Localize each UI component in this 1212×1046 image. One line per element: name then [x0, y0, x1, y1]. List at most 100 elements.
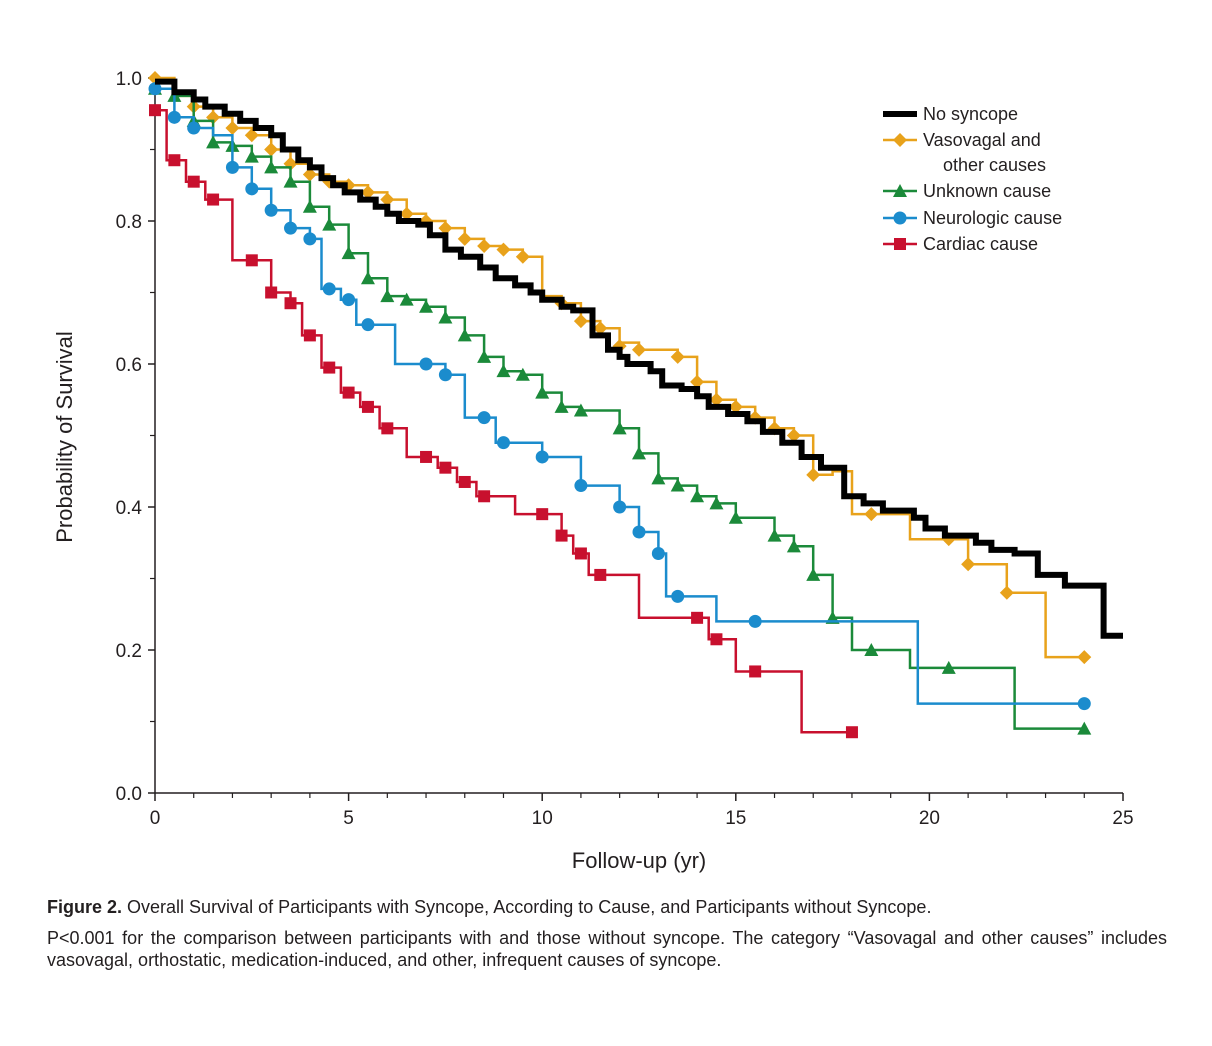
marker-unknown-cause: [399, 292, 414, 306]
legend-marker-neurologic-cause: [893, 211, 907, 225]
marker-cardiac-cause: [187, 175, 200, 188]
marker-neurologic-cause: [225, 160, 239, 174]
marker-cardiac-cause: [845, 726, 858, 739]
marker-neurologic-cause: [322, 282, 336, 296]
caption-note: P<0.001 for the comparison between parti…: [47, 928, 1167, 970]
marker-vasovagal-and-other-causes: [999, 585, 1014, 600]
marker-cardiac-cause: [594, 568, 607, 581]
legend-label: Neurologic cause: [923, 208, 1062, 228]
marker-vasovagal-and-other-causes: [496, 242, 511, 257]
marker-neurologic-cause: [671, 589, 685, 603]
marker-unknown-cause: [302, 199, 317, 213]
marker-unknown-cause: [806, 567, 821, 581]
line-neurologic-cause: [155, 87, 1085, 705]
marker-unknown-cause: [360, 271, 375, 285]
marker-cardiac-cause: [245, 254, 258, 267]
marker-unknown-cause: [264, 160, 279, 174]
marker-vasovagal-and-other-causes: [786, 428, 801, 443]
marker-unknown-cause: [864, 643, 879, 656]
marker-cardiac-cause: [207, 193, 220, 206]
marker-unknown-cause: [573, 403, 588, 417]
marker-neurologic-cause: [748, 614, 762, 628]
marker-neurologic-cause: [303, 232, 317, 246]
line-no-syncope: [155, 78, 1123, 639]
marker-neurologic-cause: [148, 82, 162, 96]
marker-neurologic-cause: [632, 525, 646, 539]
marker-vasovagal-and-other-causes: [632, 342, 646, 357]
x-tick-label: 10: [532, 808, 553, 829]
marker-unknown-cause: [728, 510, 743, 524]
marker-cardiac-cause: [691, 611, 704, 624]
series-cardiac-cause: [149, 104, 858, 739]
legend-marker-vasovagal-and-other-causes: [893, 133, 907, 147]
marker-vasovagal-and-other-causes: [438, 221, 453, 236]
marker-vasovagal-and-other-causes: [457, 231, 472, 246]
marker-cardiac-cause: [749, 665, 762, 678]
marker-unknown-cause: [206, 135, 221, 149]
marker-vasovagal-and-other-causes: [670, 349, 685, 364]
marker-unknown-cause: [690, 489, 705, 503]
series-no-syncope: [155, 78, 1123, 639]
marker-cardiac-cause: [555, 529, 568, 542]
x-tick-label: 15: [725, 808, 746, 829]
series-neurologic-cause: [148, 82, 1091, 711]
figure-label: Figure 2.: [47, 897, 123, 917]
marker-neurologic-cause: [167, 110, 181, 124]
marker-neurologic-cause: [419, 357, 433, 371]
legend-item-vasovagal-and-other-causes: Vasovagal and other causes: [883, 130, 1046, 175]
y-tick-label: 0.6: [116, 355, 142, 376]
caption-title-paragraph: Figure 2. Overall Survival of Participan…: [47, 896, 1167, 918]
marker-unknown-cause: [341, 246, 356, 260]
marker-vasovagal-and-other-causes: [225, 121, 240, 136]
marker-unknown-cause: [786, 539, 801, 553]
marker-neurologic-cause: [496, 436, 510, 450]
legend-label: Cardiac cause: [923, 234, 1038, 254]
marker-neurologic-cause: [613, 500, 627, 514]
y-tick-label: 0.0: [116, 784, 142, 805]
marker-vasovagal-and-other-causes: [264, 142, 279, 157]
marker-vasovagal-and-other-causes: [477, 239, 492, 254]
marker-neurologic-cause: [574, 479, 588, 493]
marker-cardiac-cause: [574, 547, 587, 560]
figure-title: Overall Survival of Participants with Sy…: [127, 897, 932, 917]
marker-unknown-cause: [554, 399, 569, 413]
marker-unknown-cause: [438, 310, 453, 324]
marker-cardiac-cause: [168, 154, 181, 167]
marker-unknown-cause: [477, 349, 492, 363]
marker-cardiac-cause: [149, 104, 161, 117]
marker-vasovagal-and-other-causes: [961, 557, 976, 572]
marker-neurologic-cause: [477, 411, 491, 425]
marker-cardiac-cause: [710, 633, 723, 646]
marker-cardiac-cause: [381, 422, 394, 435]
legend: No syncope Vasovagal and other causes Unkno…: [883, 104, 1062, 254]
chart-axes: 0 5 10 15 20 25 0.0 0.2 0.4 0.6 0.8 1.0: [116, 69, 1134, 829]
marker-vasovagal-and-other-causes: [573, 314, 588, 329]
x-tick-label: 25: [1112, 808, 1133, 829]
marker-unknown-cause: [322, 217, 337, 231]
marker-unknown-cause: [1077, 721, 1092, 735]
marker-cardiac-cause: [265, 286, 278, 299]
marker-vasovagal-and-other-causes: [593, 321, 608, 336]
marker-neurologic-cause: [342, 293, 356, 307]
marker-neurologic-cause: [284, 221, 298, 235]
marker-unknown-cause: [632, 446, 646, 460]
marker-cardiac-cause: [439, 461, 452, 474]
marker-vasovagal-and-other-causes: [244, 128, 259, 143]
legend-label: Vasovagal and: [923, 130, 1041, 150]
marker-unknown-cause: [709, 496, 724, 510]
marker-vasovagal-and-other-causes: [864, 507, 879, 522]
marker-unknown-cause: [244, 149, 259, 163]
marker-cardiac-cause: [342, 386, 355, 399]
y-tick-label: 0.2: [116, 641, 142, 662]
line-vasovagal-and-other-causes: [155, 76, 1085, 659]
series-unknown-cause: [148, 81, 1092, 735]
marker-unknown-cause: [941, 660, 956, 674]
legend-marker-unknown-cause: [893, 184, 907, 197]
x-tick-label: 20: [919, 808, 940, 829]
series-layer: [148, 71, 1123, 739]
y-tick-label: 1.0: [116, 69, 142, 90]
marker-neurologic-cause: [361, 318, 375, 332]
marker-vasovagal-and-other-causes: [728, 399, 743, 414]
marker-cardiac-cause: [361, 400, 374, 413]
x-axis-label: Follow-up (yr): [572, 848, 706, 873]
